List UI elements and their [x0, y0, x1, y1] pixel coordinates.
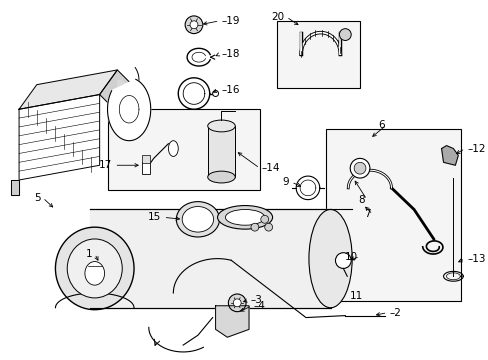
Ellipse shape [250, 223, 258, 231]
Text: 10: 10 [344, 252, 357, 262]
Bar [107, 109, 259, 190]
Bar [276, 21, 359, 87]
Ellipse shape [190, 21, 198, 29]
Ellipse shape [217, 206, 272, 229]
Ellipse shape [55, 227, 134, 310]
Text: 8: 8 [358, 195, 364, 204]
Text: 5: 5 [34, 193, 41, 203]
Ellipse shape [182, 207, 213, 232]
Text: –3: –3 [250, 295, 263, 305]
Text: 17: 17 [99, 160, 112, 170]
Text: –12: –12 [466, 144, 485, 154]
Text: 20: 20 [271, 12, 284, 22]
Text: 6: 6 [377, 120, 384, 130]
Ellipse shape [176, 202, 219, 237]
Ellipse shape [233, 299, 241, 307]
Ellipse shape [228, 294, 245, 312]
Polygon shape [19, 70, 117, 109]
Text: –2: –2 [389, 308, 401, 318]
Ellipse shape [353, 162, 365, 174]
Ellipse shape [308, 210, 351, 308]
Ellipse shape [339, 29, 350, 40]
Polygon shape [11, 180, 19, 195]
Ellipse shape [67, 239, 122, 298]
Bar [142, 156, 149, 163]
Bar [207, 126, 235, 177]
Text: 7: 7 [364, 210, 370, 219]
Bar [142, 162, 149, 174]
Polygon shape [90, 210, 330, 308]
Ellipse shape [225, 210, 264, 225]
Ellipse shape [349, 158, 369, 178]
Ellipse shape [207, 120, 235, 132]
Ellipse shape [335, 253, 350, 269]
Ellipse shape [85, 262, 104, 285]
Text: –16: –16 [221, 85, 240, 95]
Text: –13: –13 [466, 253, 485, 264]
Polygon shape [215, 306, 248, 337]
Ellipse shape [212, 91, 218, 96]
Polygon shape [100, 70, 134, 111]
Polygon shape [441, 145, 457, 165]
Polygon shape [107, 79, 150, 141]
Ellipse shape [207, 171, 235, 183]
Text: 11: 11 [349, 291, 362, 301]
Text: 15: 15 [148, 212, 161, 222]
Text: 1: 1 [86, 249, 93, 259]
Ellipse shape [260, 215, 268, 223]
Ellipse shape [168, 141, 178, 156]
Text: –18: –18 [221, 49, 240, 59]
Text: –19: –19 [221, 16, 240, 26]
Text: –14: –14 [261, 163, 280, 173]
Bar [325, 129, 460, 301]
Ellipse shape [264, 223, 272, 231]
Text: 9: 9 [282, 177, 289, 187]
Text: –4: –4 [253, 301, 265, 311]
Ellipse shape [185, 16, 203, 33]
Polygon shape [19, 95, 100, 180]
